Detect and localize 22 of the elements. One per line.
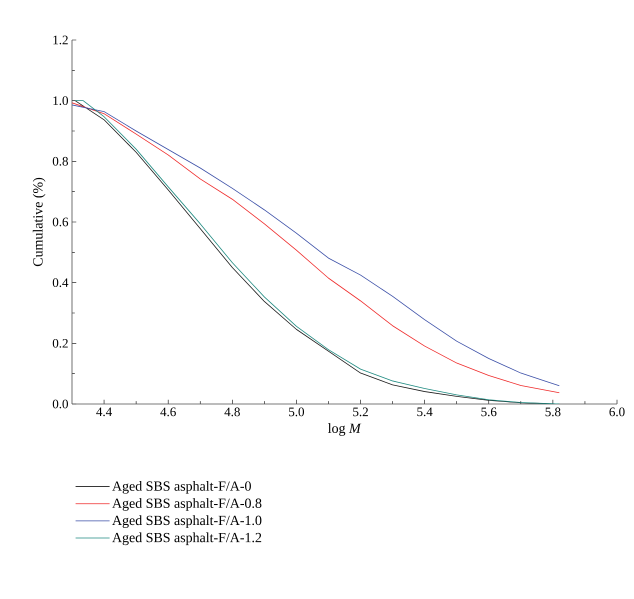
y-tick-label: 0.0 <box>52 400 68 408</box>
y-tick-label: 0.6 <box>52 218 68 226</box>
y-tick-label: 1.2 <box>53 36 68 44</box>
x-tick-label: 4.6 <box>160 408 176 416</box>
x-tick-label: 5.0 <box>289 408 304 416</box>
legend-label: Aged SBS asphalt-F/A-0.8 <box>112 498 262 511</box>
x-tick-label: 5.4 <box>417 408 433 416</box>
y-tick-label: 0.8 <box>52 156 68 166</box>
x-tick-label: 5.6 <box>481 408 496 416</box>
y-axis-title: Cumulative (%) <box>32 178 46 266</box>
x-axis-title: log M <box>328 423 362 436</box>
x-tick-label: 6.0 <box>609 408 625 416</box>
legend-label: Aged SBS asphalt-F/A-0 <box>112 480 251 494</box>
legend-label: Aged SBS asphalt-F/A-1.2 <box>112 532 262 546</box>
x-tick-label: 4.4 <box>96 408 112 416</box>
y-tick-label: 1.0 <box>53 96 68 106</box>
x-tick-label: 5.8 <box>546 408 560 416</box>
y-tick-label: 0.2 <box>52 338 68 348</box>
y-tick-label: 0.4 <box>52 278 68 288</box>
x-tick-label: 4.8 <box>224 408 240 416</box>
x-tick-label: 5.2 <box>353 408 368 416</box>
legend-label: Aged SBS asphalt-F/A-1.0 <box>112 515 262 528</box>
